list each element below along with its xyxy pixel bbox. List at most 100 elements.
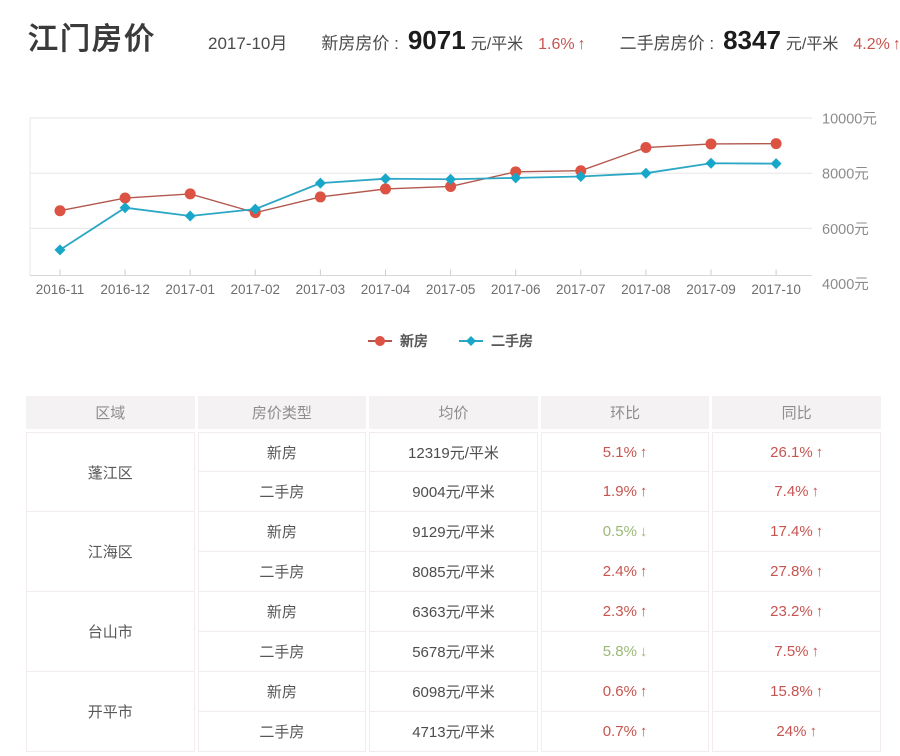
- page-title: 江门房价: [28, 23, 156, 56]
- price-trend-chart: 10000元 8000元 6000元 4000元 2016-11 2016-12 2017-…: [29, 112, 877, 297]
- region-name: 开平市: [26, 672, 195, 752]
- svg-text:2017-05: 2017-05: [426, 282, 476, 297]
- table-row: 蓬江区 新房 12319元/平米 5.1% ↑ 26.1% ↑: [26, 432, 881, 512]
- up-arrow-icon: ↑: [892, 36, 900, 53]
- average-price: 9004元/平米: [369, 472, 538, 512]
- column-header: 区域: [26, 396, 195, 432]
- svg-text:2017-09: 2017-09: [686, 282, 736, 297]
- housing-type: 二手房: [197, 632, 367, 672]
- average-price: 4713元/平米: [369, 712, 538, 752]
- up-arrow-icon: ↑: [639, 483, 648, 500]
- circle-marker-icon: [368, 336, 392, 346]
- second-hand-price-label: 二手房房价 :: [619, 34, 715, 53]
- svg-text:2017-02: 2017-02: [231, 282, 281, 297]
- region-price-table-container: 区域 房价类型 均价 环比 同比 蓬江区 新房 12319元/平米 5.1% ↑ 26.1% ↑ 二手…: [23, 396, 884, 752]
- legend-item-new-house[interactable]: 新房: [367, 331, 428, 351]
- second-hand-price-value: 8347: [723, 25, 781, 55]
- region-price-table: 区域 房价类型 均价 环比 同比 蓬江区 新房 12319元/平米 5.1% ↑ 26.1% ↑ 二手…: [23, 396, 884, 752]
- legend-label: 新房: [400, 333, 428, 349]
- up-arrow-icon: ↑: [809, 723, 817, 740]
- region-name: 江海区: [26, 512, 195, 592]
- housing-type: 新房: [197, 512, 367, 552]
- up-arrow-icon: ↑: [815, 563, 824, 580]
- housing-type: 二手房: [197, 472, 367, 512]
- new-house-price-change: 1.6% ↑: [538, 36, 586, 53]
- svg-text:2017-03: 2017-03: [296, 282, 346, 297]
- new-house-price-unit: 元/平米: [470, 36, 524, 53]
- legend-item-second-hand[interactable]: 二手房: [458, 331, 533, 351]
- average-price: 8085元/平米: [369, 552, 538, 592]
- mom-change: 0.6% ↑: [540, 672, 710, 712]
- header-bar: 江门房价 2017-10月 新房房价 : 9071 元/平米 1.6% ↑ 二手房…: [0, 0, 900, 58]
- svg-text:2017-01: 2017-01: [165, 282, 215, 297]
- svg-text:2017-08: 2017-08: [621, 282, 671, 297]
- housing-type: 二手房: [197, 552, 367, 592]
- mom-change: 0.7% ↑: [540, 712, 710, 752]
- up-arrow-icon: ↑: [811, 483, 820, 500]
- table-row: 二手房 5678元/平米 5.8% ↓ 7.5% ↑: [26, 632, 881, 672]
- table-header-row: 区域 房价类型 均价 环比 同比: [26, 396, 881, 432]
- chart-legend: 新房 二手房: [0, 331, 900, 351]
- mom-change: 5.1% ↑: [540, 432, 710, 472]
- housing-type: 二手房: [197, 712, 367, 752]
- price-trend-chart-container: 10000元 8000元 6000元 4000元 2016-11 2016-12 2017-…: [0, 91, 900, 351]
- column-header: 同比: [712, 396, 881, 432]
- table-row: 二手房 4713元/平米 0.7% ↑ 24% ↑: [26, 712, 881, 752]
- yoy-change: 7.5% ↑: [712, 632, 881, 672]
- mom-change: 0.5% ↓: [540, 512, 710, 552]
- up-arrow-icon: ↑: [639, 563, 648, 580]
- svg-text:2017-06: 2017-06: [491, 282, 541, 297]
- legend-label: 二手房: [491, 333, 533, 349]
- column-header: 环比: [540, 396, 710, 432]
- svg-text:2017-07: 2017-07: [556, 282, 606, 297]
- average-price: 5678元/平米: [369, 632, 538, 672]
- mom-change: 5.8% ↓: [540, 632, 710, 672]
- svg-text:8000元: 8000元: [822, 167, 869, 183]
- up-arrow-icon: ↑: [639, 683, 648, 700]
- up-arrow-icon: ↑: [639, 723, 648, 740]
- report-date: 2017-10月: [208, 34, 288, 53]
- table-row: 二手房 8085元/平米 2.4% ↑ 27.8% ↑: [26, 552, 881, 592]
- down-arrow-icon: ↓: [639, 523, 648, 540]
- average-price: 6363元/平米: [369, 592, 538, 632]
- table-row: 台山市 新房 6363元/平米 2.3% ↑ 23.2% ↑: [26, 592, 881, 672]
- region-name: 蓬江区: [26, 432, 195, 512]
- svg-text:10000元: 10000元: [822, 112, 877, 128]
- housing-type: 新房: [197, 592, 367, 632]
- average-price: 6098元/平米: [369, 672, 538, 712]
- svg-text:2017-04: 2017-04: [361, 282, 411, 297]
- yoy-change: 24% ↑: [712, 712, 881, 752]
- average-price: 12319元/平米: [369, 432, 538, 472]
- new-house-price-value: 9071: [407, 25, 466, 55]
- column-header: 均价: [369, 396, 538, 432]
- yoy-change: 17.4% ↑: [712, 512, 881, 552]
- second-hand-price-unit: 元/平米: [785, 36, 839, 53]
- up-arrow-icon: ↑: [815, 523, 824, 540]
- average-price: 9129元/平米: [369, 512, 538, 552]
- up-arrow-icon: ↑: [815, 603, 824, 620]
- column-header: 房价类型: [197, 396, 367, 432]
- yoy-change: 23.2% ↑: [712, 592, 881, 632]
- up-arrow-icon: ↑: [815, 443, 824, 461]
- mom-change: 2.4% ↑: [540, 552, 710, 592]
- svg-text:2016-11: 2016-11: [36, 282, 85, 297]
- mom-change: 1.9% ↑: [540, 472, 710, 512]
- svg-text:4000元: 4000元: [822, 277, 869, 293]
- yoy-change: 26.1% ↑: [712, 432, 881, 472]
- region-name: 台山市: [26, 592, 195, 672]
- table-row: 江海区 新房 9129元/平米 0.5% ↓ 17.4% ↑: [26, 512, 881, 592]
- yoy-change: 7.4% ↑: [712, 472, 881, 512]
- svg-text:6000元: 6000元: [822, 222, 869, 238]
- table-row: 二手房 9004元/平米 1.9% ↑ 7.4% ↑: [26, 472, 881, 512]
- new-house-price-label: 新房房价 :: [321, 34, 399, 53]
- yoy-change: 15.8% ↑: [712, 672, 881, 712]
- up-arrow-icon: ↑: [815, 683, 824, 700]
- up-arrow-icon: ↑: [639, 603, 648, 620]
- up-arrow-icon: ↑: [811, 643, 820, 660]
- svg-text:2017-10: 2017-10: [751, 282, 801, 297]
- housing-type: 新房: [197, 432, 367, 472]
- up-arrow-icon: ↑: [639, 443, 648, 461]
- second-hand-price-change: 4.2% ↑: [853, 36, 900, 53]
- table-row: 开平市 新房 6098元/平米 0.6% ↑ 15.8% ↑: [26, 672, 881, 752]
- diamond-marker-icon: [459, 336, 483, 346]
